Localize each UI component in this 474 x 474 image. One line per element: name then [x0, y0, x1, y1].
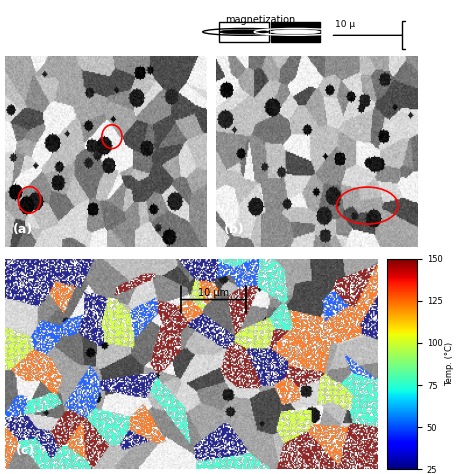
Circle shape — [219, 30, 269, 34]
FancyBboxPatch shape — [271, 21, 320, 42]
Text: magnetization: magnetization — [225, 15, 296, 25]
Text: 10 μ: 10 μ — [335, 20, 355, 29]
Text: 10 μm: 10 μm — [198, 288, 229, 298]
Text: (b): (b) — [224, 222, 245, 236]
Y-axis label: Temp. (°C): Temp. (°C) — [446, 342, 455, 386]
Circle shape — [271, 30, 320, 34]
Text: (a): (a) — [13, 222, 33, 236]
FancyBboxPatch shape — [219, 21, 269, 42]
Text: (c): (c) — [16, 444, 35, 456]
